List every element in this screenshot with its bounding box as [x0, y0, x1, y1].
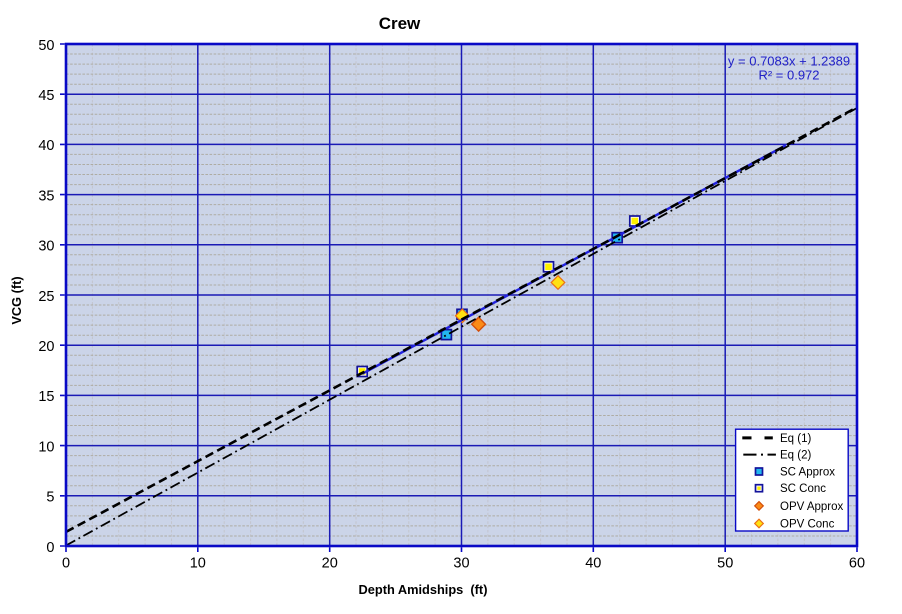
svg-text:OPV Approx: OPV Approx — [780, 501, 844, 513]
svg-text:Crew: Crew — [379, 14, 421, 33]
svg-text:0: 0 — [46, 540, 54, 556]
svg-text:20: 20 — [322, 556, 338, 572]
svg-text:Depth Amidships (ft): Depth Amidships (ft) — [359, 582, 488, 597]
svg-text:Eq (2): Eq (2) — [780, 450, 811, 462]
svg-text:15: 15 — [38, 389, 54, 405]
svg-text:30: 30 — [453, 556, 469, 572]
svg-text:35: 35 — [38, 188, 54, 204]
svg-text:5: 5 — [46, 490, 54, 506]
svg-text:R² = 0.972: R² = 0.972 — [758, 68, 819, 83]
svg-text:40: 40 — [585, 556, 601, 572]
svg-text:50: 50 — [717, 556, 733, 572]
svg-text:20: 20 — [38, 339, 54, 355]
svg-text:60: 60 — [849, 556, 865, 572]
svg-text:30: 30 — [38, 239, 54, 255]
svg-text:10: 10 — [190, 556, 206, 572]
svg-text:SC Conc: SC Conc — [780, 483, 826, 495]
svg-text:45: 45 — [38, 88, 54, 104]
svg-text:y = 0.7083x + 1.2389: y = 0.7083x + 1.2389 — [728, 54, 850, 69]
svg-text:10: 10 — [38, 439, 54, 455]
svg-text:50: 50 — [38, 38, 54, 54]
svg-text:25: 25 — [38, 289, 54, 305]
svg-text:VCG (ft): VCG (ft) — [9, 276, 24, 324]
svg-text:40: 40 — [38, 138, 54, 154]
svg-text:SC Approx: SC Approx — [780, 467, 835, 479]
svg-text:Eq (1): Eq (1) — [780, 433, 811, 445]
svg-text:0: 0 — [62, 556, 70, 572]
svg-text:OPV Conc: OPV Conc — [780, 519, 835, 531]
